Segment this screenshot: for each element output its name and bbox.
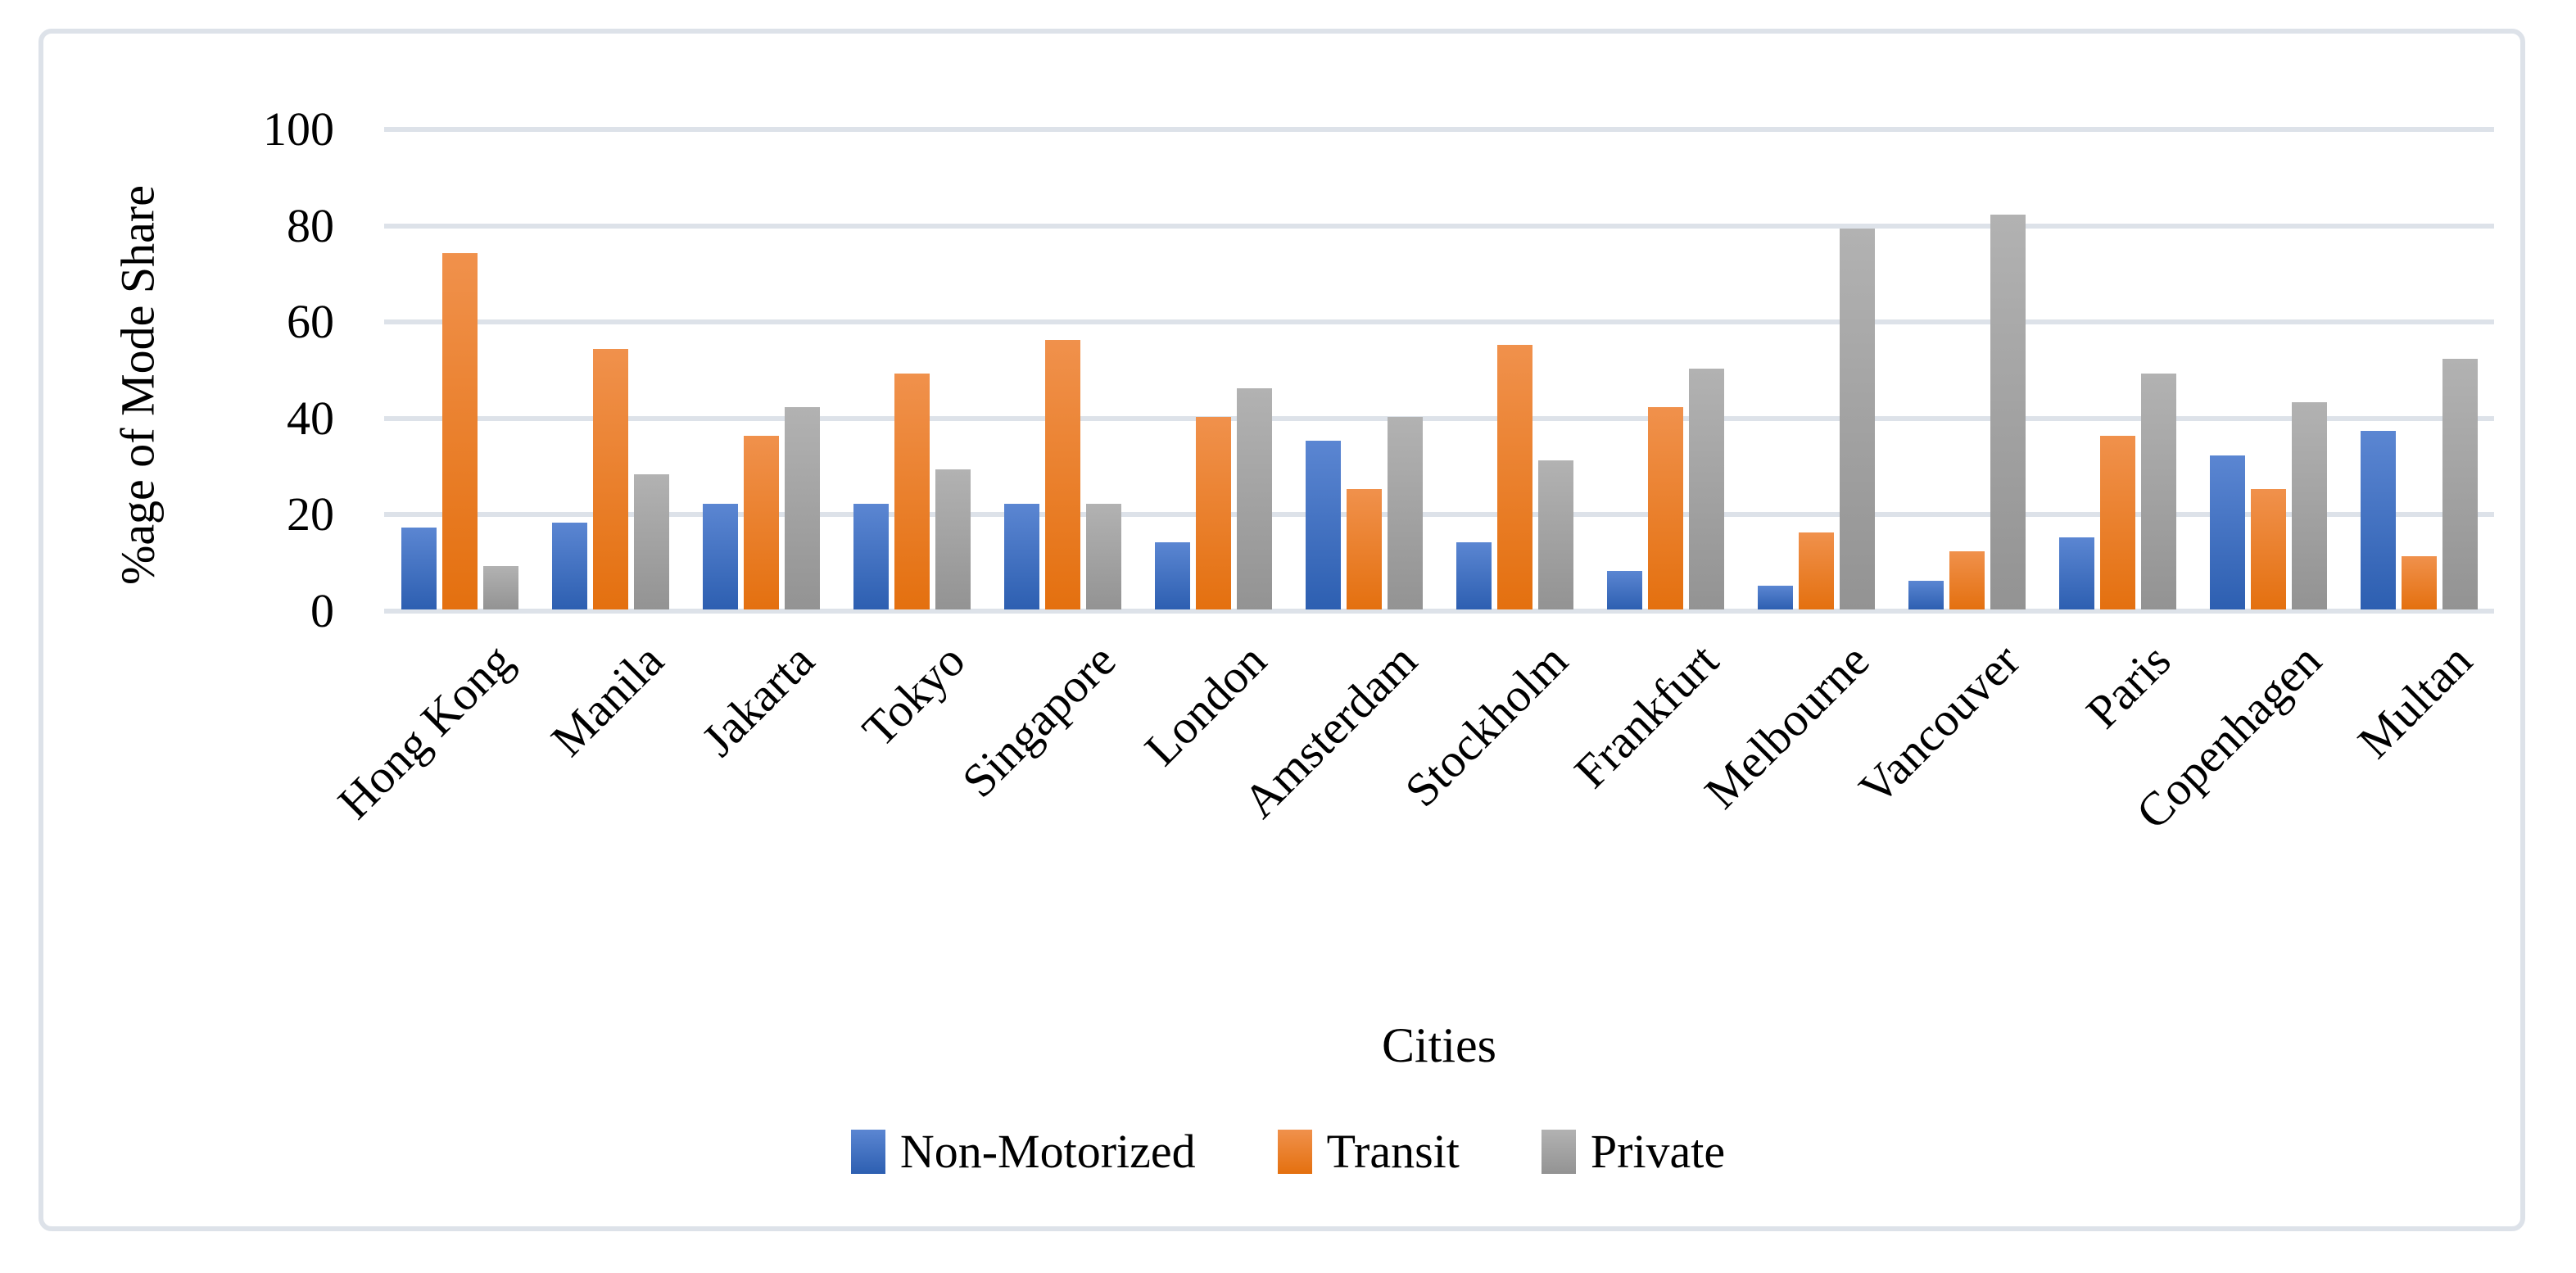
bar-non-motorized-multan xyxy=(2360,431,2396,609)
bar-transit-tokyo xyxy=(894,373,930,609)
y-tick-label-60: 60 xyxy=(287,295,334,349)
chart-legend: Non-Motorized Transit Private xyxy=(0,1124,2576,1179)
legend-swatch-icon xyxy=(850,1129,885,1174)
legend-item-transit: Transit xyxy=(1277,1124,1460,1179)
bar-transit-multan xyxy=(2401,556,2437,609)
legend-item-non-motorized: Non-Motorized xyxy=(850,1124,1196,1179)
bar-private-vancouver xyxy=(1990,214,2026,609)
y-tick-label-0: 0 xyxy=(310,584,334,637)
bar-non-motorized-vancouver xyxy=(1908,580,1944,609)
y-tick-label-100: 100 xyxy=(263,102,334,156)
bar-transit-singapore xyxy=(1044,339,1080,609)
bar-transit-copenhagen xyxy=(2250,489,2286,609)
legend-swatch-icon xyxy=(1541,1129,1576,1174)
bar-transit-stockholm xyxy=(1496,344,1532,609)
bar-private-manila xyxy=(633,474,669,609)
legend-item-private: Private xyxy=(1541,1124,1726,1179)
bar-private-frankfurt xyxy=(1688,369,1724,609)
bar-transit-paris xyxy=(2099,436,2135,609)
bar-non-motorized-jakarta xyxy=(702,503,738,609)
gridline-100 xyxy=(384,127,2494,132)
y-tick-label-40: 40 xyxy=(287,391,334,445)
bar-private-copenhagen xyxy=(2291,402,2327,609)
bar-transit-manila xyxy=(592,349,628,609)
bar-private-amsterdam xyxy=(1387,416,1423,609)
bar-private-multan xyxy=(2442,359,2478,609)
bar-transit-amsterdam xyxy=(1346,489,1382,609)
plot-area xyxy=(384,127,2494,614)
bar-non-motorized-paris xyxy=(2058,537,2094,609)
bar-private-stockholm xyxy=(1537,460,1573,609)
bar-non-motorized-stockholm xyxy=(1456,541,1492,609)
bar-non-motorized-hong-kong xyxy=(401,528,437,609)
bar-private-tokyo xyxy=(935,469,971,609)
gridline-0 xyxy=(384,609,2494,614)
bar-transit-hong-kong xyxy=(441,252,478,609)
legend-label: Non-Motorized xyxy=(899,1125,1196,1178)
bar-private-paris xyxy=(2140,373,2176,609)
gridline-40 xyxy=(384,415,2494,421)
bar-private-jakarta xyxy=(784,407,820,609)
bar-private-hong-kong xyxy=(482,566,518,609)
bar-non-motorized-melbourne xyxy=(1757,585,1793,609)
bar-non-motorized-manila xyxy=(551,523,587,609)
legend-swatch-icon xyxy=(1277,1129,1312,1174)
bar-non-motorized-copenhagen xyxy=(2209,455,2245,609)
gridline-80 xyxy=(384,223,2494,229)
bar-non-motorized-amsterdam xyxy=(1305,441,1341,609)
bar-non-motorized-frankfurt xyxy=(1606,570,1642,609)
bar-non-motorized-london xyxy=(1154,541,1190,609)
bar-transit-melbourne xyxy=(1798,532,1834,609)
chart-border-frame xyxy=(38,29,2525,1231)
bar-transit-frankfurt xyxy=(1647,407,1683,609)
bar-transit-london xyxy=(1195,416,1231,609)
legend-label: Private xyxy=(1590,1125,1726,1178)
bar-transit-jakarta xyxy=(743,436,779,609)
y-tick-label-20: 20 xyxy=(287,487,334,541)
bar-non-motorized-tokyo xyxy=(853,503,889,609)
y-tick-label-80: 80 xyxy=(287,198,334,252)
legend-label: Transit xyxy=(1326,1125,1460,1178)
bar-private-singapore xyxy=(1085,503,1121,609)
bar-transit-vancouver xyxy=(1949,551,1985,609)
gridline-20 xyxy=(384,512,2494,518)
bar-private-london xyxy=(1236,387,1272,609)
x-axis-title: Cities xyxy=(1381,1018,1496,1072)
bar-private-melbourne xyxy=(1839,229,1875,609)
gridline-60 xyxy=(384,319,2494,325)
bar-non-motorized-singapore xyxy=(1003,503,1039,609)
